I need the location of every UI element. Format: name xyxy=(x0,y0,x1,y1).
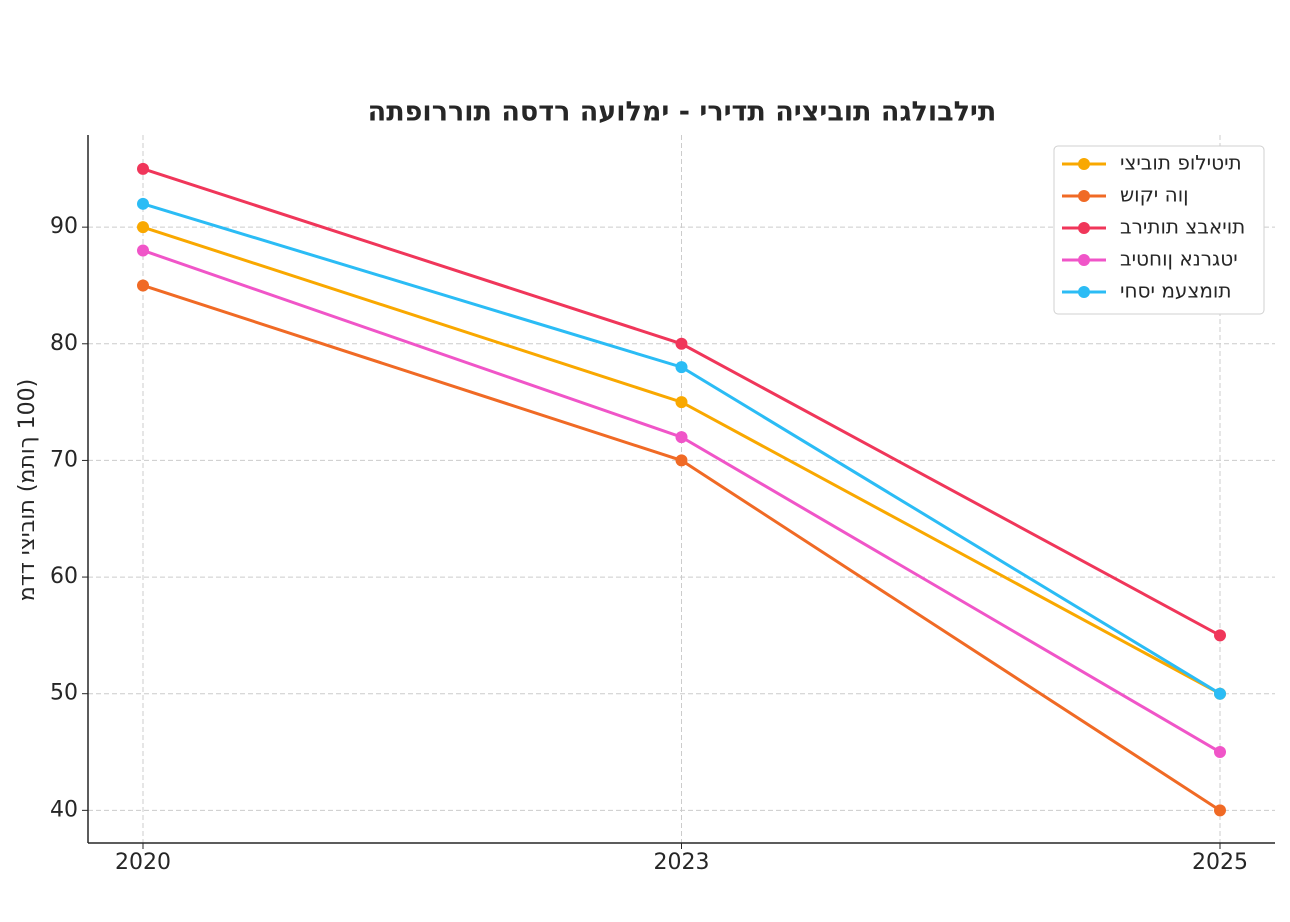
data-point xyxy=(1214,804,1226,817)
data-point xyxy=(675,396,688,409)
data-point xyxy=(1214,746,1226,759)
data-point xyxy=(675,431,688,444)
legend-marker xyxy=(1078,190,1090,202)
y-tick-label: 50 xyxy=(50,681,78,706)
y-tick-label: 70 xyxy=(50,447,78,472)
data-point xyxy=(675,361,688,374)
legend: יציבות פוליטית שוקי הון בריתות צבאיות ביטחו… xyxy=(1053,145,1265,315)
data-point xyxy=(1214,687,1226,700)
data-point xyxy=(137,221,149,234)
legend-label: שוקי הון xyxy=(1120,183,1189,207)
data-point xyxy=(137,197,149,210)
data-point xyxy=(675,454,688,467)
x-tick-label: 2025 xyxy=(1192,850,1248,875)
data-point xyxy=(675,337,688,350)
legend-marker xyxy=(1078,286,1090,298)
data-point xyxy=(137,162,149,175)
legend-marker xyxy=(1078,222,1090,234)
legend-label: ביטחון אנרגטי xyxy=(1120,247,1238,271)
chart-title: התפוררות הסדר העולמי - ירידת היציבות הגל… xyxy=(368,97,997,128)
x-tick-label: 2023 xyxy=(654,850,710,875)
legend-label: בריתות צבאיות xyxy=(1120,215,1245,239)
y-tick-label: 80 xyxy=(50,331,78,356)
series-line xyxy=(142,249,1221,754)
legend-box xyxy=(1053,145,1265,315)
legend-label: יחסי מעצמות xyxy=(1120,279,1232,303)
legend-label: יציבות פוליטית xyxy=(1120,151,1242,175)
legend-marker xyxy=(1078,254,1090,266)
y-tick-label: 90 xyxy=(50,214,78,239)
data-point xyxy=(137,244,149,257)
legend-marker xyxy=(1078,158,1090,170)
x-tick-label: 2020 xyxy=(115,850,171,875)
data-point xyxy=(1214,629,1226,642)
data-point xyxy=(137,279,149,292)
y-tick-label: 60 xyxy=(50,564,78,589)
y-tick-label: 40 xyxy=(50,797,78,822)
y-axis-label: מדד יציבות (מתוך 100) xyxy=(15,379,40,601)
